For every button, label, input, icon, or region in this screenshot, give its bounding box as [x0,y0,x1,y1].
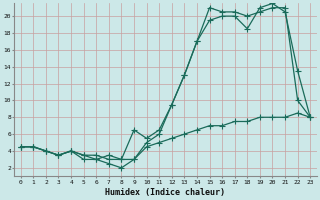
X-axis label: Humidex (Indice chaleur): Humidex (Indice chaleur) [106,188,226,197]
